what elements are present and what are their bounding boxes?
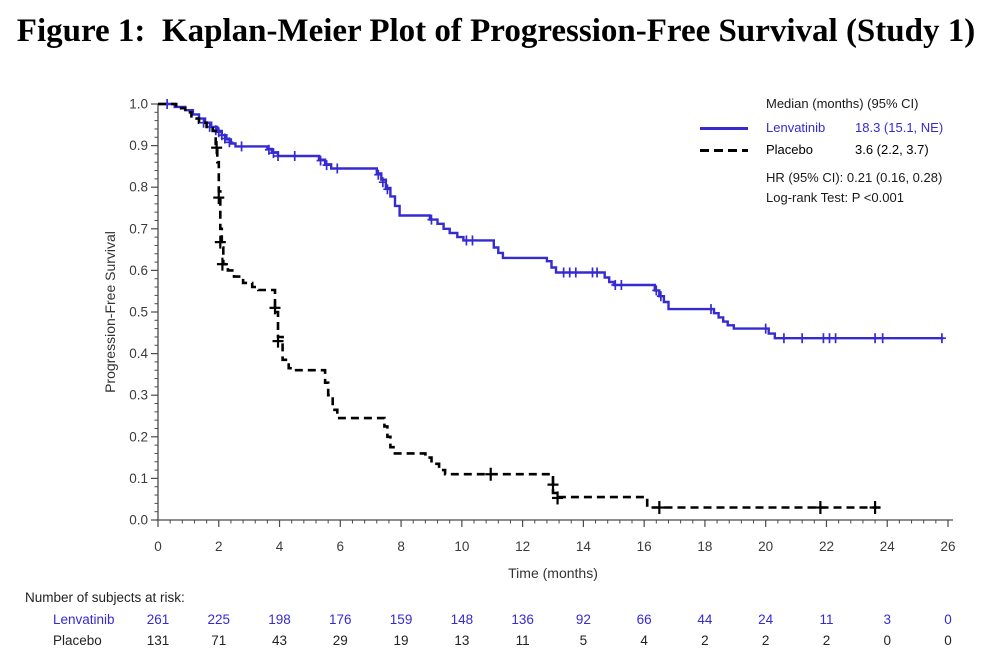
at-risk-value: 0 <box>944 612 952 627</box>
x-tick-label: 2 <box>215 539 223 554</box>
x-tick-label: 26 <box>940 539 955 554</box>
x-tick-label: 6 <box>337 539 345 554</box>
lenvatinib-censor-marks <box>163 99 946 344</box>
at-risk-value: 0 <box>883 633 891 648</box>
at-risk-value: 2 <box>822 633 831 648</box>
legend-lenvatinib-label: Lenvatinib <box>766 120 826 135</box>
at-risk-value: 19 <box>393 633 409 648</box>
at-risk-value: 176 <box>329 612 352 627</box>
at-risk-value: 261 <box>146 612 170 627</box>
at-risk-value: 159 <box>389 612 413 627</box>
y-tick-label: 0.0 <box>129 513 148 528</box>
at-risk-value: 11 <box>819 612 834 627</box>
x-tick-label: 0 <box>154 539 162 554</box>
at-risk-row-label-placebo: Placebo <box>53 633 102 648</box>
x-tick-label: 16 <box>637 539 652 554</box>
y-tick-label: 0.6 <box>129 263 148 278</box>
y-tick-label: 0.8 <box>129 180 148 195</box>
x-tick-label: 20 <box>758 539 773 554</box>
at-risk-value: 148 <box>450 612 474 627</box>
x-tick-label: 8 <box>397 539 405 554</box>
figure-title: Figure 1: Kaplan-Meier Plot of Progressi… <box>16 13 976 49</box>
at-risk-value: 92 <box>575 612 591 627</box>
at-risk-value: 44 <box>697 612 713 627</box>
legend-row-lenvatinib: Lenvatinib 18.3 (15.1, NE) <box>700 118 972 140</box>
legend-row-placebo: Placebo 3.6 (2.2, 3.7) <box>700 140 972 162</box>
at-risk-value: 225 <box>207 612 231 627</box>
x-tick-label: 12 <box>515 539 530 554</box>
y-tick-label: 0.2 <box>129 429 148 444</box>
at-risk-value: 66 <box>636 612 652 627</box>
placebo-censor-marks <box>211 141 881 515</box>
at-risk-value: 2 <box>761 633 770 648</box>
logrank-stat: Log-rank Test: P <0.001 <box>766 190 904 205</box>
lenvatinib-line-swatch <box>700 127 748 133</box>
placebo-line-swatch <box>700 149 748 152</box>
legend-placebo-value: 3.6 (2.2, 3.7) <box>855 142 929 157</box>
y-tick-label: 0.7 <box>129 221 148 236</box>
at-risk-value: 3 <box>883 612 891 627</box>
y-axis-title: Progression-Free Survival <box>102 231 118 393</box>
at-risk-value: 4 <box>640 633 648 648</box>
at-risk-value: 131 <box>146 633 170 648</box>
at-risk-value: 136 <box>511 612 534 627</box>
legend: Median (months) (95% CI) Lenvatinib 18.3… <box>700 96 972 208</box>
at-risk-value: 0 <box>944 633 952 648</box>
at-risk-value: 13 <box>454 633 470 648</box>
y-tick-label: 0.5 <box>129 305 148 320</box>
hr-stat: HR (95% CI): 0.21 (0.16, 0.28) <box>766 170 943 185</box>
legend-header: Median (months) (95% CI) <box>766 96 919 111</box>
at-risk-value: 5 <box>579 633 588 648</box>
x-tick-label: 14 <box>576 539 592 554</box>
y-tick-label: 0.1 <box>129 471 148 486</box>
at-risk-value: 2 <box>701 633 709 648</box>
y-tick-label: 1.0 <box>129 97 148 112</box>
x-tick-label: 22 <box>819 539 834 554</box>
x-tick-label: 4 <box>276 539 284 554</box>
at-risk-value: 198 <box>268 612 291 627</box>
y-tick-label: 0.4 <box>129 346 148 361</box>
at-risk-value: 43 <box>272 633 288 648</box>
at-risk-value: 71 <box>211 633 227 648</box>
y-tick-label: 0.9 <box>129 138 148 153</box>
y-tick-label: 0.3 <box>129 388 148 403</box>
at-risk-title: Number of subjects at risk: <box>25 590 185 605</box>
x-tick-label: 18 <box>697 539 712 554</box>
x-tick-label: 10 <box>454 539 469 554</box>
legend-lenvatinib-value: 18.3 (15.1, NE) <box>855 120 944 135</box>
legend-placebo-label: Placebo <box>766 142 813 157</box>
at-risk-value: 11 <box>515 633 530 648</box>
placebo-curve <box>158 102 882 509</box>
at-risk-row-label-lenvatinib: Lenvatinib <box>53 612 115 627</box>
at-risk-value: 29 <box>332 633 348 648</box>
x-axis-title: Time (months) <box>508 565 598 581</box>
at-risk-value: 24 <box>758 612 774 627</box>
x-tick-label: 24 <box>880 539 896 554</box>
